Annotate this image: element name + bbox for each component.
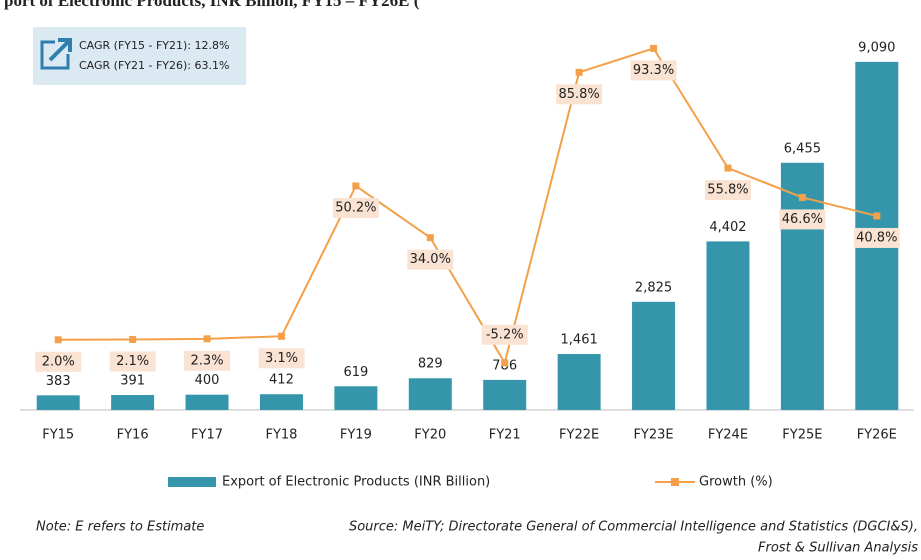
cagr-box [33,27,246,85]
bar [185,394,229,410]
growth-point [650,44,658,52]
cagr-label: CAGR (FY15 - FY21): 12.8% [79,39,229,52]
growth-label: 93.3% [633,63,674,78]
growth-point [54,336,62,344]
cagr-label: CAGR (FY21 - FY26): 63.1% [79,59,229,72]
legend-swatch [168,477,216,487]
growth-label: 2.1% [116,354,149,369]
x-tick-label: FY19 [340,428,372,443]
bar [36,395,80,410]
bar-label: 6,455 [784,141,821,156]
growth-label: 40.8% [856,230,897,245]
bar-label: 1,461 [561,333,598,348]
x-tick-label: FY15 [42,428,74,443]
cagr-icon [40,36,73,70]
x-tick-label: FY18 [265,428,297,443]
x-tick-label: FY16 [117,428,149,443]
label-bg [853,227,900,248]
growth-label: 50.2% [335,200,376,215]
legend-swatch [671,478,679,486]
source: Frost & Sullivan Analysis [758,541,918,556]
label-bg [481,324,528,345]
growth-point [724,164,732,172]
legend-label: Export of Electronic Products (INR Billi… [222,475,490,490]
label-bg [109,351,156,372]
bar-label: 412 [269,373,294,388]
x-tick-label: FY21 [489,428,521,443]
bar [334,386,378,410]
bar-label: 619 [343,365,368,380]
x-tick-label: FY22E [559,428,599,443]
growth-point [129,335,137,343]
growth-label: 2.3% [191,353,224,368]
label-bg [779,209,826,230]
growth-label: 55.8% [707,183,748,198]
growth-label: 34.0% [410,252,451,267]
growth-label: 2.0% [42,354,75,369]
note: Note: E refers to Estimate [36,520,204,535]
label-bg [407,249,454,270]
label-bg [332,197,379,218]
chart-title: port of Electronic Products, INR Billion… [4,0,420,10]
x-tick-label: FY26E [857,428,897,443]
label-bg [556,84,603,105]
growth-point [575,68,583,76]
x-tick-label: FY25E [782,428,822,443]
growth-point [203,335,211,343]
label-bg [630,60,677,81]
bar [111,395,155,410]
growth-point [426,234,434,242]
bar [557,354,601,410]
growth-point [352,182,360,190]
bar [408,378,452,410]
growth-line [58,47,878,366]
bar-label: 829 [418,357,443,372]
growth-label: 3.1% [265,351,298,366]
x-tick-label: FY24E [708,428,748,443]
bar [259,394,303,410]
growth-point [277,332,285,340]
x-tick-label: FY23E [633,428,673,443]
bar [632,301,676,410]
bar-label: 2,825 [635,280,672,295]
bar-label: 400 [195,373,220,388]
growth-label: 85.8% [558,87,599,102]
label-bg [35,351,82,372]
bar [706,241,750,410]
growth-point [873,212,881,220]
bar-label: 9,090 [858,40,895,55]
label-bg [704,180,751,201]
bar-label: 391 [120,374,145,389]
bar [780,162,824,410]
legend-label: Growth (%) [699,475,773,490]
x-tick-label: FY17 [191,428,223,443]
growth-label: -5.2% [486,327,524,342]
bar-label: 383 [46,374,71,389]
label-bg [184,350,231,371]
label-bg [258,348,305,369]
x-tick-label: FY20 [414,428,446,443]
bar-label: 4,402 [709,220,746,235]
growth-point [501,359,509,367]
growth-label: 46.6% [782,212,823,227]
growth-point [798,193,806,201]
bar [483,379,527,410]
source: Source: MeiTY; Directorate General of Co… [349,520,918,535]
